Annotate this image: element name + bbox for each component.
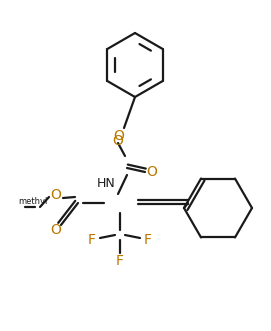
Text: O: O — [51, 188, 62, 202]
Text: O: O — [51, 223, 62, 237]
Text: O: O — [112, 134, 123, 148]
Text: F: F — [88, 233, 96, 247]
Text: HN: HN — [97, 176, 115, 190]
Text: methyl: methyl — [18, 197, 48, 206]
Text: F: F — [116, 254, 124, 268]
Text: O: O — [147, 165, 157, 179]
Text: F: F — [144, 233, 152, 247]
Text: O: O — [114, 129, 124, 143]
